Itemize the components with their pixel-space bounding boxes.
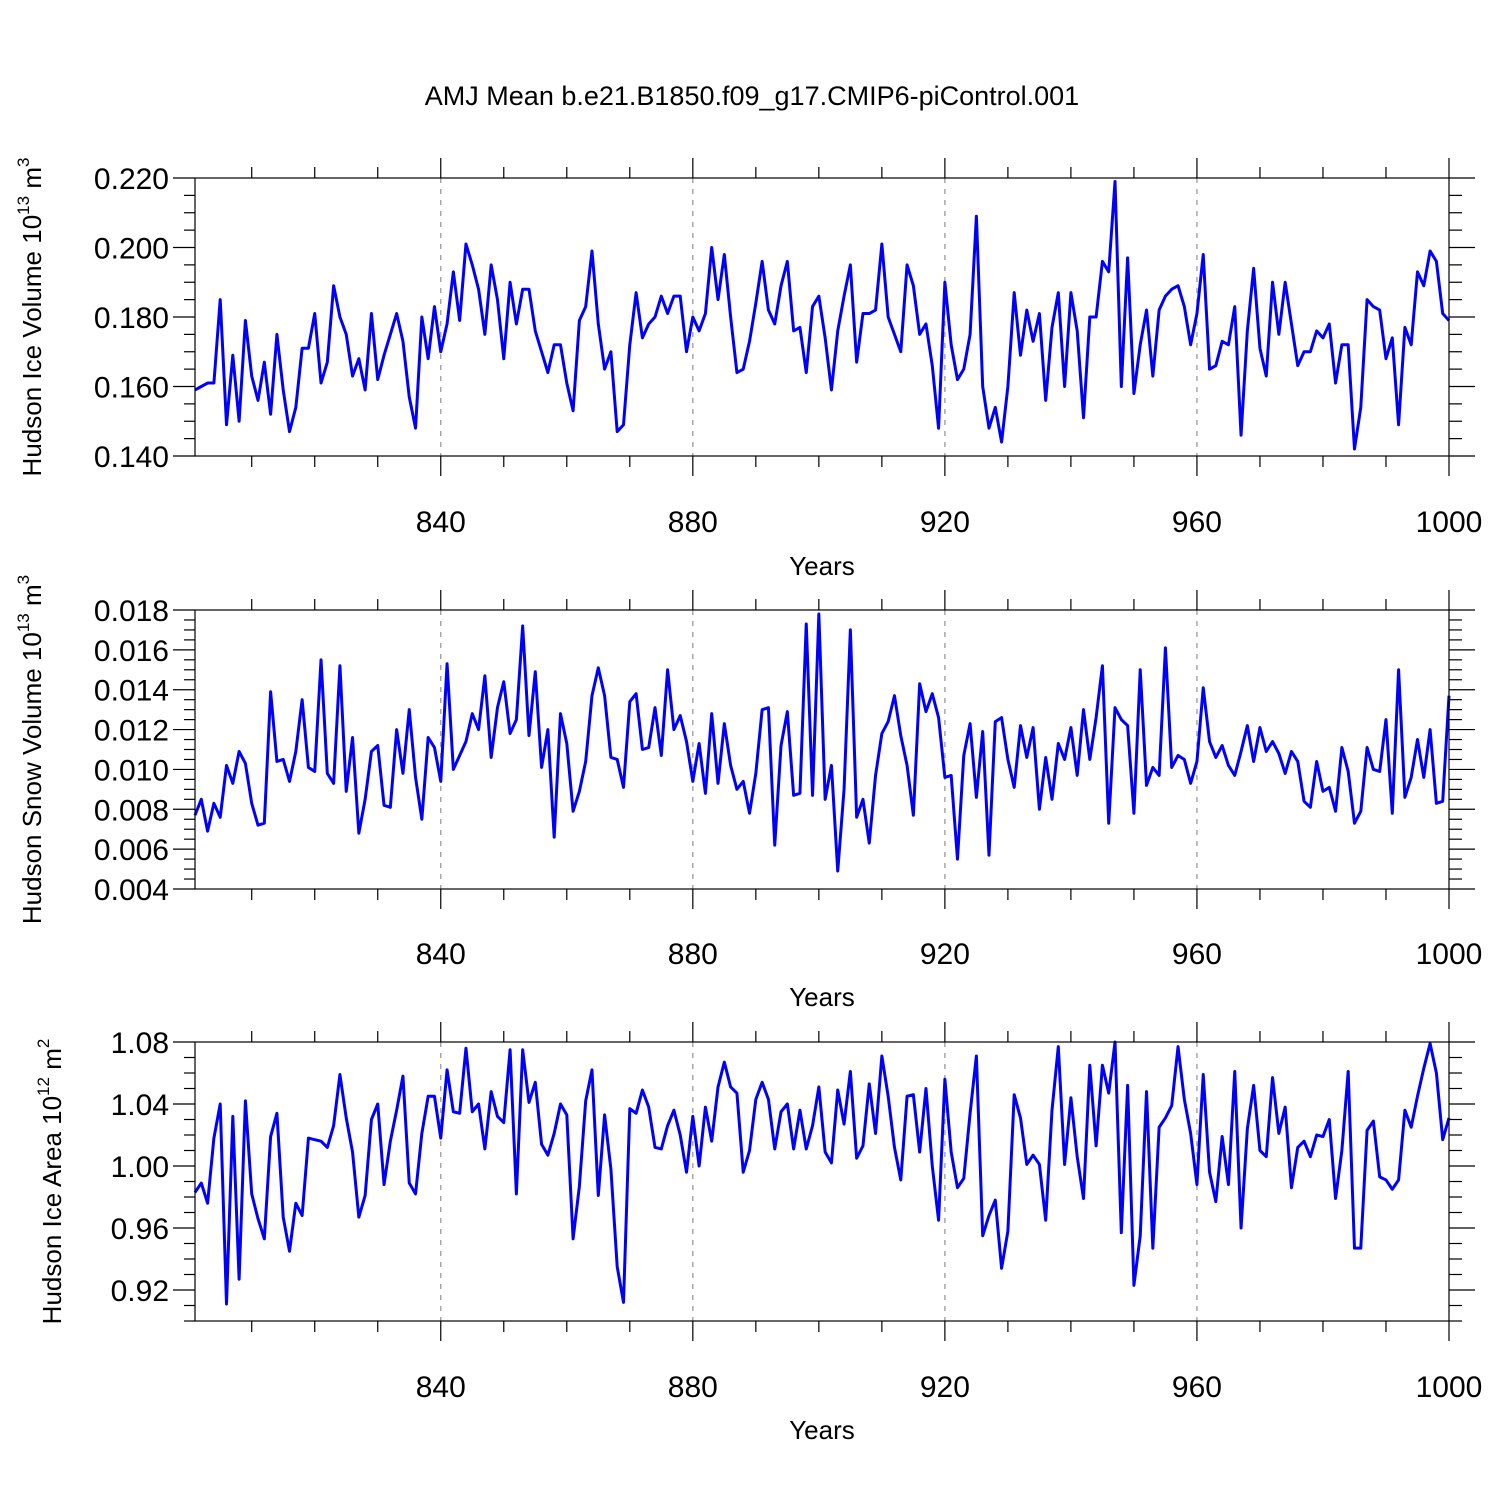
ice-volume-ylabel-unit: m bbox=[17, 167, 47, 196]
ice-area-series-line bbox=[193, 1040, 1451, 1306]
figure-title: AMJ Mean b.e21.B1850.f09_g17.CMIP6-piCon… bbox=[425, 81, 1079, 111]
ice-volume-ytick-label-1: 0.160 bbox=[94, 372, 169, 405]
snow-volume-ylabel-unit: m bbox=[17, 584, 47, 613]
panel-ice-area: 840 880 920 960 1000 0.92 0.96 1.00 1.04 1.08 Hud… bbox=[34, 1022, 1482, 1445]
ice-volume-ticks: 840 880 920 960 1000 0.140 0.160 0.180 0.200 0.22… bbox=[94, 158, 1482, 539]
snow-volume-ytick-label-4: 0.012 bbox=[94, 715, 169, 748]
ice-volume-xtick-label-920: 920 bbox=[920, 506, 970, 539]
ice-volume-ylabel-text: Hudson Ice Volume 10 bbox=[17, 215, 47, 477]
snow-volume-series-line bbox=[193, 612, 1451, 873]
ice-volume-xtick-label-880: 880 bbox=[668, 506, 718, 539]
snow-volume-ytick-label-6: 0.016 bbox=[94, 635, 169, 668]
snow-volume-ylabel-exponent: 13 bbox=[14, 613, 33, 632]
ice-volume-ytick-label-2: 0.180 bbox=[94, 302, 169, 335]
snow-volume-ytick-label-2: 0.008 bbox=[94, 794, 169, 827]
snow-volume-xtick-label-1000: 1000 bbox=[1416, 938, 1483, 971]
panel-snow-volume: 840 880 920 960 1000 0.004 0.006 0.008 0.010 0.01… bbox=[14, 575, 1482, 1012]
ice-volume-ytick-label-3: 0.200 bbox=[94, 233, 169, 266]
snow-volume-ytick-label-7: 0.018 bbox=[94, 595, 169, 628]
ice-volume-ytick-label-0: 0.140 bbox=[94, 441, 169, 474]
ice-area-xtick-label-880: 880 bbox=[668, 1371, 718, 1404]
ice-area-ylabel-exponent: 12 bbox=[34, 1077, 53, 1096]
ice-area-xtick-label-1000: 1000 bbox=[1416, 1371, 1483, 1404]
ice-area-x-axis-label: Years bbox=[789, 1415, 855, 1445]
ice-volume-xtick-label-840: 840 bbox=[416, 506, 466, 539]
snow-volume-grid bbox=[440, 610, 1198, 889]
ice-area-ylabel-text: Hudson Ice Area 10 bbox=[37, 1096, 67, 1324]
ice-volume-ylabel-exponent: 13 bbox=[14, 196, 33, 215]
ice-area-ytick-label-3: 1.04 bbox=[111, 1089, 169, 1122]
ice-area-ytick-label-2: 1.00 bbox=[111, 1151, 169, 1184]
ice-volume-ytick-label-4: 0.220 bbox=[94, 163, 169, 196]
panel-ice-volume: 840 880 920 960 1000 0.140 0.160 0.180 0.200 0.22… bbox=[14, 158, 1482, 581]
ice-area-ylabel-unit: m bbox=[37, 1048, 67, 1077]
snow-volume-ylabel-unit-exponent: 3 bbox=[14, 575, 33, 584]
ice-volume-xtick-label-960: 960 bbox=[1172, 506, 1222, 539]
ice-volume-series-line bbox=[194, 179, 1451, 451]
snow-volume-x-axis-label: Years bbox=[789, 982, 855, 1012]
ice-area-ytick-label-1: 0.96 bbox=[111, 1213, 169, 1246]
ice-area-ytick-label-0: 0.92 bbox=[111, 1275, 169, 1308]
ice-area-xtick-label-840: 840 bbox=[416, 1371, 466, 1404]
ice-volume-grid bbox=[440, 178, 1198, 456]
ice-volume-ylabel-unit-exponent: 3 bbox=[14, 158, 33, 167]
ice-volume-xtick-label-1000: 1000 bbox=[1416, 506, 1483, 539]
ice-volume-y-axis-label: Hudson Ice Volume 1013 m3 bbox=[14, 158, 47, 477]
snow-volume-xtick-label-840: 840 bbox=[416, 938, 466, 971]
ice-area-ytick-label-4: 1.08 bbox=[111, 1027, 169, 1060]
snow-volume-xtick-label-960: 960 bbox=[1172, 938, 1222, 971]
snow-volume-ytick-label-1: 0.006 bbox=[94, 834, 169, 867]
ice-volume-x-axis-label: Years bbox=[789, 551, 855, 581]
snow-volume-ytick-label-0: 0.004 bbox=[94, 874, 169, 907]
snow-volume-y-axis-label: Hudson Snow Volume 1013 m3 bbox=[14, 575, 47, 924]
ice-area-xtick-label-920: 920 bbox=[920, 1371, 970, 1404]
ice-area-ticks: 840 880 920 960 1000 0.92 0.96 1.00 1.04 1.08 bbox=[111, 1022, 1483, 1404]
ice-area-xtick-label-960: 960 bbox=[1172, 1371, 1222, 1404]
snow-volume-xtick-label-880: 880 bbox=[668, 938, 718, 971]
snow-volume-ylabel-text: Hudson Snow Volume 10 bbox=[17, 632, 47, 924]
snow-volume-xtick-label-920: 920 bbox=[920, 938, 970, 971]
snow-volume-ticks: 840 880 920 960 1000 0.004 0.006 0.008 0.010 0.01… bbox=[94, 590, 1482, 971]
snow-volume-ytick-label-5: 0.014 bbox=[94, 675, 169, 708]
ice-area-ylabel-unit-exponent: 2 bbox=[34, 1039, 53, 1048]
ice-area-y-axis-label: Hudson Ice Area 1012 m2 bbox=[34, 1039, 67, 1325]
snow-volume-ytick-label-3: 0.010 bbox=[94, 754, 169, 787]
